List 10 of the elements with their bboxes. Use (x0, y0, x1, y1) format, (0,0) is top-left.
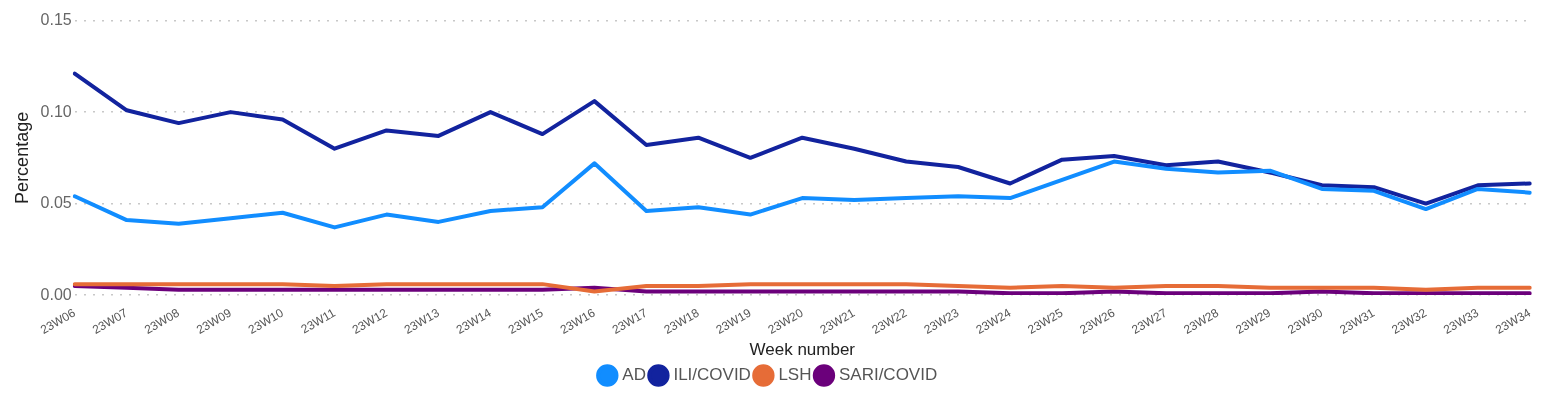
y-tick-label: 0.00 (40, 285, 72, 303)
legend-label: SARI/COVID (838, 365, 938, 385)
legend-label: LSH (778, 365, 812, 385)
legend-label: AD (622, 365, 646, 385)
y-tick-label: 0.05 (40, 194, 72, 212)
legend-label: ILI/COVID (673, 365, 751, 385)
y-tick-label: 0.10 (40, 102, 72, 120)
x-axis-title: Week number (749, 340, 856, 360)
y-tick-label: 0.15 (40, 11, 72, 29)
y-axis-title: Percentage (11, 111, 32, 204)
